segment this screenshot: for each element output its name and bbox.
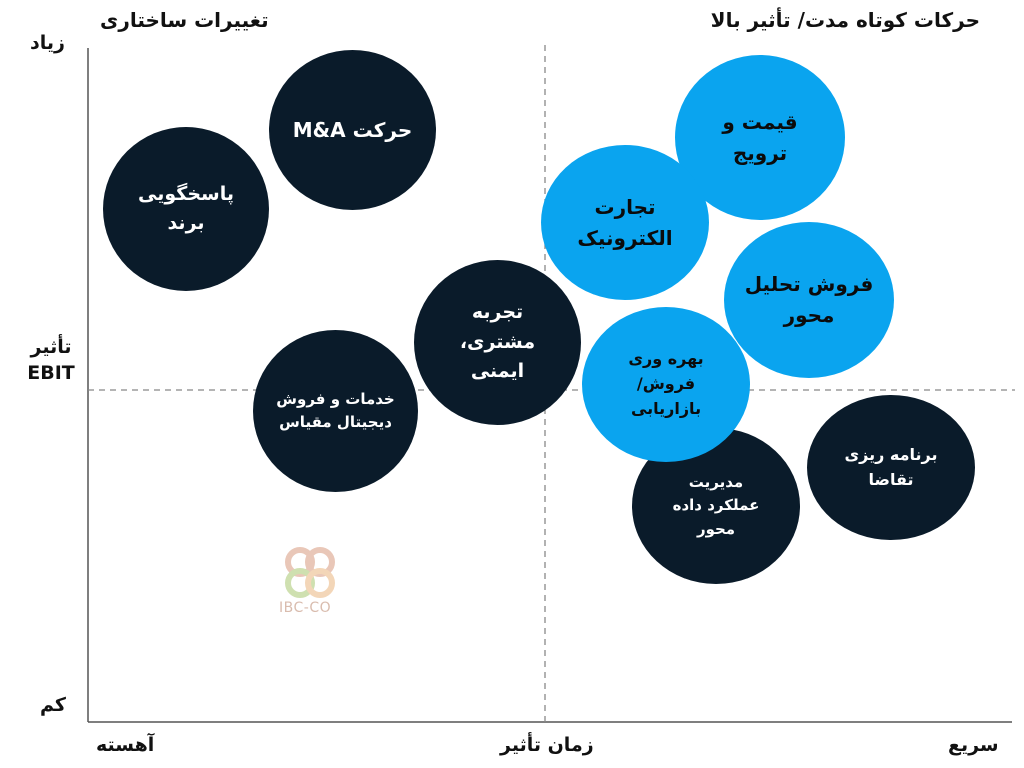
- y-axis-title-line2: EBIT: [27, 362, 75, 384]
- digital-services-bubble: خدمات و فروش دیجیتال مقیاس: [253, 330, 418, 492]
- y-axis-title-line1: تأثیر: [30, 336, 72, 358]
- ma-move-label: حرکت M&A: [292, 117, 413, 142]
- logo-text: IBC-CO: [279, 600, 332, 616]
- ibc-logo-icon: [285, 547, 335, 598]
- analytics-sales-label: فروش تحلیل محور: [744, 272, 874, 327]
- customer-experience-label: تجربه مشتری، ایمنی: [459, 301, 536, 383]
- demand-planning-label: برنامه ریزی تقاضا: [844, 444, 938, 489]
- ma-move-bubble: حرکت M&A: [269, 50, 436, 210]
- pricing-promotion-bubble: قیمت و ترویج: [675, 55, 845, 220]
- demand-planning-bubble: برنامه ریزی تقاضا: [807, 395, 975, 540]
- short-term-moves-title: حرکات کوتاه مدت/ تأثیر بالا: [710, 8, 980, 32]
- data-performance-label: مدیریت عملکرد داده محور: [672, 473, 760, 538]
- y-axis-low-label: کم: [40, 694, 66, 716]
- x-axis-title: زمان تأثیر: [500, 734, 594, 756]
- customer-experience-bubble: تجربه مشتری، ایمنی: [414, 260, 581, 425]
- sales-productivity-label: بهره وری فروش/ بازاریابی: [628, 349, 704, 418]
- brand-responsiveness-label: پاسخگویی برند: [138, 182, 234, 234]
- ecommerce-label: تجارت الکترونیک: [577, 194, 673, 250]
- structural-changes-title: تغییرات ساختاری: [100, 8, 269, 32]
- x-axis-fast-label: سریع: [948, 734, 999, 756]
- analytics-sales-bubble: فروش تحلیل محور: [724, 222, 894, 378]
- pricing-promotion-label: قیمت و ترویج: [722, 109, 798, 165]
- digital-services-label: خدمات و فروش دیجیتال مقیاس: [276, 389, 395, 431]
- sales-productivity-bubble: بهره وری فروش/ بازاریابی: [582, 307, 750, 462]
- brand-responsiveness-bubble: پاسخگویی برند: [103, 127, 269, 291]
- ecommerce-bubble: تجارت الکترونیک: [541, 145, 709, 300]
- y-axis-title: تأثیر EBIT: [26, 336, 76, 384]
- x-axis-slow-label: آهسته: [96, 734, 155, 756]
- y-axis-high-label: زیاد: [30, 32, 65, 54]
